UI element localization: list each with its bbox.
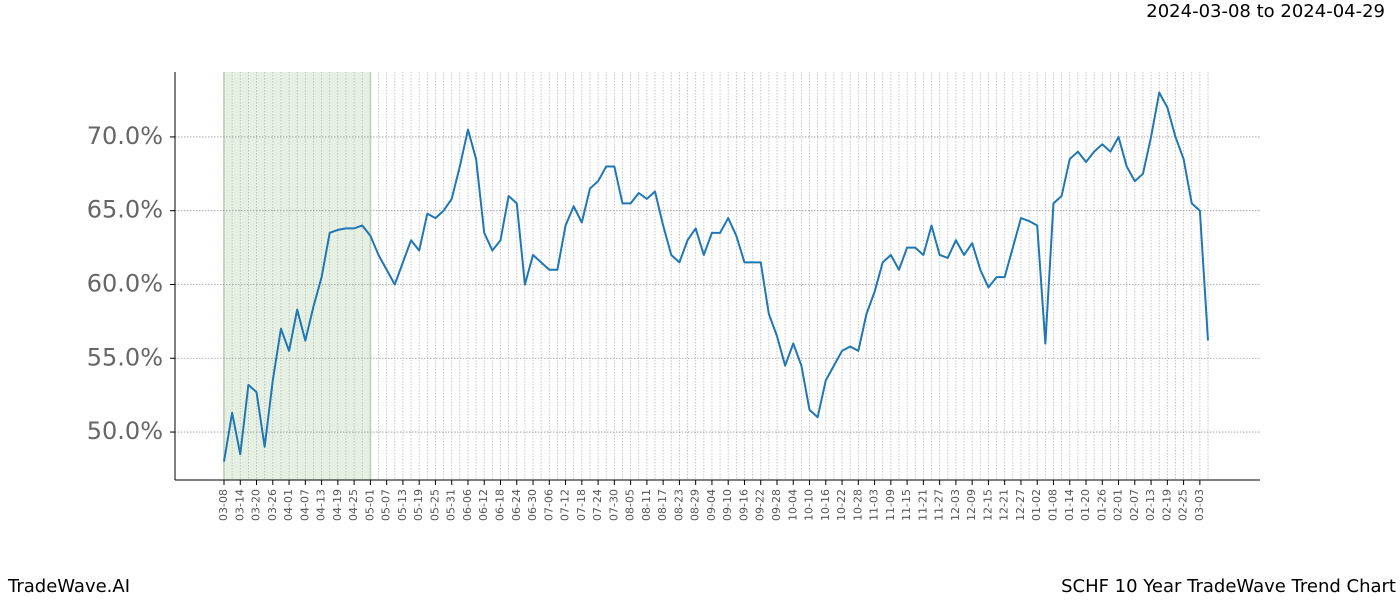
y-tick-label: 65.0% [87,196,163,224]
x-tick-label: 09-22 [754,489,767,521]
x-tick-label: 11-27 [933,489,946,521]
y-tick-label: 55.0% [87,343,163,371]
x-tick-label: 08-29 [689,489,702,521]
x-tick-label: 03-26 [266,489,279,521]
x-tick-label: 07-24 [591,489,604,521]
x-tick-label: 08-17 [656,489,669,521]
x-tick-label: 04-07 [298,489,311,521]
x-tick-label: 04-19 [331,489,344,521]
x-tick-label: 07-30 [607,489,620,521]
x-tick-label: 06-30 [526,489,539,521]
x-tick-label: 07-18 [575,489,588,521]
y-tick-label: 70.0% [87,122,163,150]
x-tick-label: 09-04 [705,489,718,521]
x-tick-label: 12-03 [949,489,962,521]
x-tick-label: 05-31 [445,489,458,521]
x-tick-label: 06-24 [510,489,523,521]
x-tick-label: 01-20 [1079,489,1092,521]
chart-subtitle: 2024-03-08 to 2024-04-29 [1146,1,1385,22]
line-series [223,91,1209,462]
y-tick-label: 60.0% [87,269,163,297]
x-tick-label: 05-19 [412,489,425,521]
x-tick-label: 03-20 [250,489,263,521]
x-tick-label: 12-09 [965,489,978,521]
x-tick-label: 12-27 [1014,489,1027,521]
x-tick-label: 01-26 [1095,489,1108,521]
x-tick-label: 01-14 [1063,489,1076,521]
x-tick-label: 08-11 [640,489,653,521]
x-tick-label: 10-16 [819,489,832,521]
x-tick-label: 10-04 [786,489,799,521]
x-tick-label: 03-08 [217,489,230,521]
x-tick-label: 03-14 [233,489,246,521]
x-tick-label: 09-10 [721,489,734,521]
x-tick-label: 06-18 [493,489,506,521]
x-tick-label: 01-08 [1046,489,1059,521]
x-tick-label: 04-25 [347,489,360,521]
brand: TradeWave.AI [7,576,130,597]
x-tick-label: 12-21 [998,489,1011,521]
x-tick-label: 11-09 [884,489,897,521]
x-tick-label: 04-13 [315,489,328,521]
x-tick-label: 05-01 [363,489,376,521]
y-tick-label: 50.0% [87,417,163,445]
x-tick-label: 02-13 [1144,489,1157,521]
x-tick-label: 05-13 [396,489,409,521]
x-tick-label: 11-15 [900,489,913,521]
x-tick-label: 01-02 [1030,489,1043,521]
x-tick-label: 04-01 [282,489,295,521]
x-tick-label: 06-12 [477,489,490,521]
x-tick-label: 07-12 [559,489,572,521]
x-tick-label: 11-21 [916,489,929,521]
x-tick-label: 08-05 [624,489,637,521]
x-tick-label: 10-28 [851,489,864,521]
x-tick-label: 06-06 [461,489,474,521]
chart-title: SCHF 10 Year TradeWave Trend Chart [1061,576,1396,597]
x-tick-label: 02-19 [1160,489,1173,521]
x-tick-label: 02-07 [1128,489,1141,521]
x-tick-label: 02-01 [1112,489,1125,521]
x-tick-label: 08-23 [672,489,685,521]
x-tick-label: 03-03 [1193,489,1206,521]
x-tick-label: 11-03 [868,489,881,521]
x-tick-label: 02-25 [1177,489,1190,521]
x-tick-label: 10-22 [835,489,848,521]
x-tick-label: 05-07 [380,489,393,521]
x-tick-label: 07-06 [542,489,555,521]
x-tick-label: 10-10 [803,489,816,521]
x-tick-label: 12-15 [981,489,994,521]
x-tick-label: 09-28 [770,489,783,521]
x-tick-label: 09-16 [737,489,750,521]
x-tick-label: 05-25 [428,489,441,521]
